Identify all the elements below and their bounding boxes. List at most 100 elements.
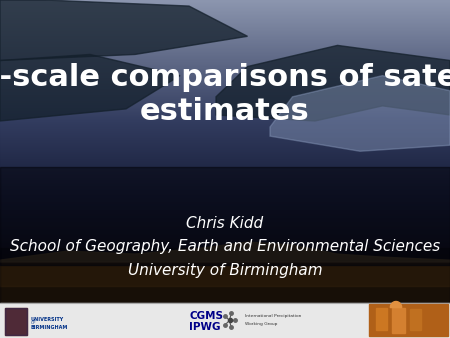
Bar — [0, 287, 450, 288]
Bar — [0, 54, 450, 55]
Bar — [0, 193, 450, 194]
Bar — [0, 201, 450, 202]
Bar — [0, 9, 450, 10]
Bar — [0, 92, 450, 93]
Bar — [0, 240, 450, 241]
Bar — [0, 45, 450, 46]
Bar — [0, 278, 450, 279]
Bar — [0, 121, 450, 122]
Bar — [0, 163, 450, 164]
Bar — [0, 237, 450, 238]
Bar — [392, 308, 405, 333]
Bar — [0, 68, 450, 69]
Polygon shape — [0, 54, 180, 121]
Bar — [0, 6, 450, 7]
Bar — [0, 300, 450, 301]
Bar — [0, 186, 450, 187]
Bar — [0, 259, 450, 260]
Bar — [0, 21, 450, 22]
Bar — [0, 226, 450, 227]
Bar — [0, 44, 450, 45]
Bar — [0, 224, 450, 225]
Bar — [0, 294, 450, 295]
Bar — [0, 228, 450, 229]
Bar — [0, 67, 450, 68]
Bar — [0, 39, 450, 40]
Bar — [0, 80, 450, 81]
Bar — [0, 104, 450, 105]
Bar — [0, 236, 450, 237]
Bar — [0, 69, 450, 70]
Bar — [0, 18, 450, 19]
Bar — [0, 29, 450, 30]
Bar — [0, 71, 450, 72]
Bar — [0, 293, 450, 294]
Bar — [0, 42, 450, 43]
Bar — [0, 247, 450, 248]
Bar — [0, 253, 450, 254]
Bar — [0, 114, 450, 115]
Bar — [0, 111, 450, 112]
Bar — [0, 124, 450, 125]
Bar — [0, 289, 450, 290]
Bar — [0, 192, 450, 193]
Bar — [0, 55, 450, 56]
Bar — [0, 275, 450, 276]
Bar — [0, 173, 450, 174]
Polygon shape — [390, 301, 402, 308]
Bar — [0, 16, 450, 17]
Bar — [0, 282, 450, 283]
Bar — [0, 217, 450, 218]
Bar — [0, 125, 450, 126]
Text: OF: OF — [31, 321, 36, 325]
Bar — [0, 109, 450, 110]
Bar — [0, 245, 450, 246]
Bar — [0, 262, 450, 286]
Bar — [0, 24, 450, 25]
Bar — [0, 204, 450, 205]
Bar — [0, 99, 450, 100]
Bar — [0, 126, 450, 127]
Bar — [0, 249, 450, 250]
Bar — [0, 12, 450, 13]
Bar — [0, 182, 450, 183]
Bar — [0, 133, 450, 134]
Bar — [0, 154, 450, 155]
Bar — [0, 171, 450, 172]
Bar — [0, 230, 450, 231]
Bar — [0, 58, 450, 59]
Bar — [0, 272, 450, 273]
Bar — [0, 220, 450, 221]
Bar — [0, 223, 450, 224]
Bar — [0, 303, 450, 338]
Bar — [0, 25, 450, 26]
Bar — [0, 238, 450, 239]
Bar — [0, 153, 450, 154]
Bar — [0, 155, 450, 156]
Bar — [0, 231, 450, 232]
Bar — [0, 206, 450, 207]
Bar — [0, 57, 450, 58]
Bar — [0, 28, 450, 29]
Bar — [0, 59, 450, 61]
Bar — [0, 292, 450, 293]
Polygon shape — [270, 76, 450, 151]
Bar — [0, 46, 450, 47]
Bar — [0, 168, 450, 169]
Bar — [0, 41, 450, 42]
Bar — [0, 207, 450, 208]
Bar — [0, 5, 450, 6]
Bar — [0, 47, 450, 48]
Bar — [0, 167, 450, 168]
Bar — [0, 72, 450, 73]
Bar — [0, 98, 450, 99]
Bar — [0, 147, 450, 148]
Bar — [0, 239, 450, 240]
Bar — [0, 175, 450, 176]
Bar — [0, 131, 450, 132]
Bar — [0, 88, 450, 89]
Bar — [0, 283, 450, 284]
Bar — [0, 187, 450, 188]
Bar — [0, 271, 450, 272]
Bar — [0, 250, 450, 251]
